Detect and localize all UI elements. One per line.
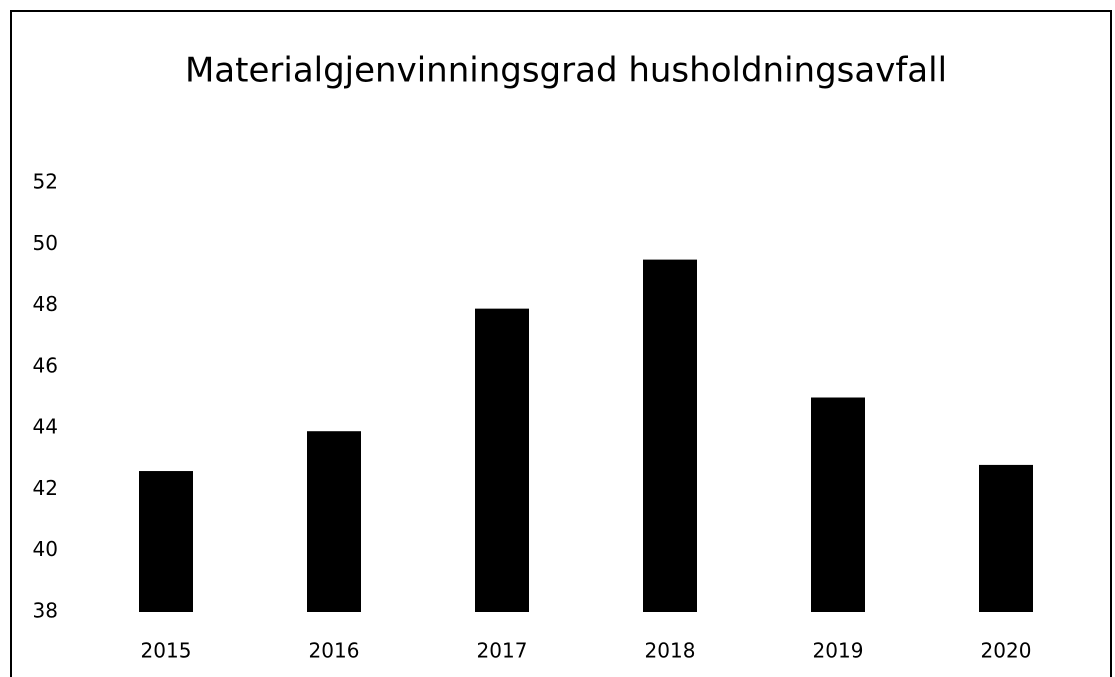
chart-title: Materialgjenvinningsgrad husholdningsavf… [185, 51, 947, 91]
y-tick-label: 52 [33, 170, 58, 194]
bar [139, 471, 193, 612]
y-tick-label: 46 [33, 353, 58, 377]
x-tick-label: 2017 [477, 639, 528, 663]
bar [475, 308, 529, 612]
y-tick-label: 42 [33, 476, 58, 500]
x-tick-label: 2018 [645, 639, 696, 663]
x-tick-label: 2020 [981, 639, 1032, 663]
y-tick-label: 44 [33, 415, 58, 439]
y-tick-label: 38 [33, 599, 58, 623]
y-tick-label: 48 [33, 292, 58, 316]
bar [643, 259, 697, 612]
x-tick-label: 2019 [813, 639, 864, 663]
y-tick-label: 40 [33, 537, 58, 561]
chart-frame [10, 10, 1112, 677]
x-tick-label: 2016 [309, 639, 360, 663]
y-tick-label: 50 [33, 231, 58, 255]
bar [979, 464, 1033, 612]
bar [811, 397, 865, 612]
bar [307, 431, 361, 612]
x-tick-label: 2015 [141, 639, 192, 663]
